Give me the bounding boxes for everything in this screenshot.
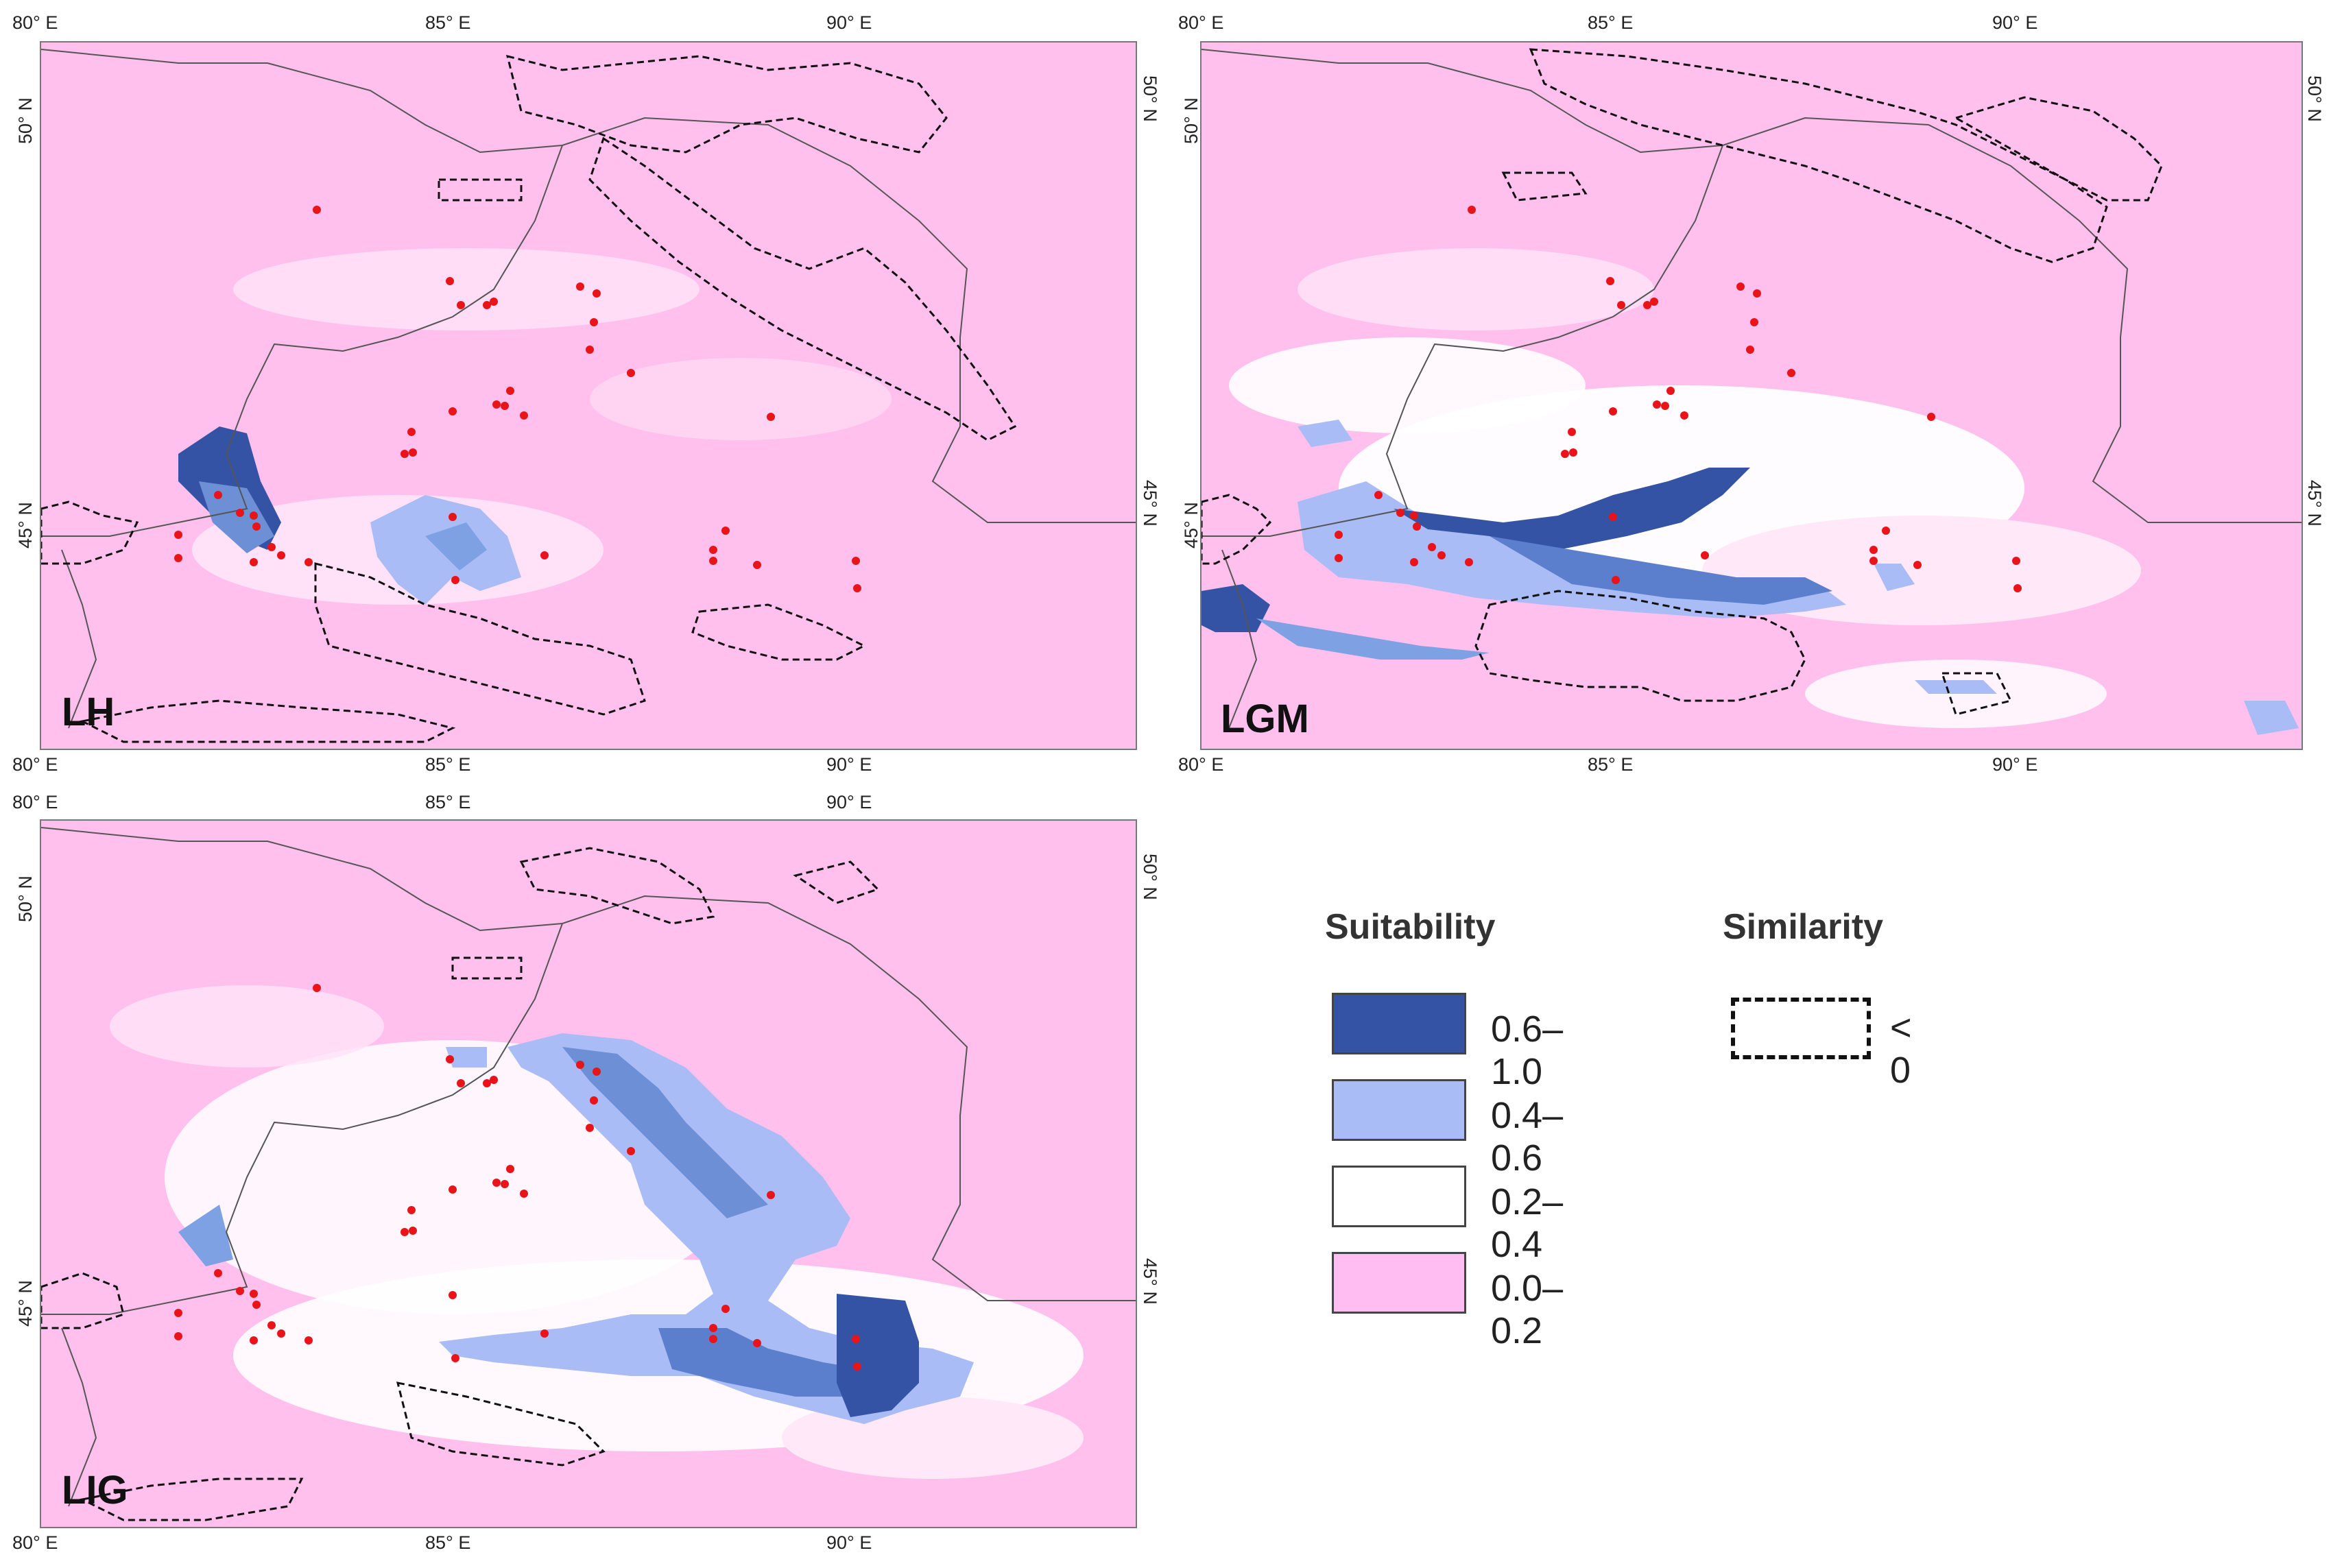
lat-tick-50: 50° N <box>15 876 36 922</box>
suitable-area <box>199 481 274 553</box>
suitable-area <box>1874 564 1915 591</box>
lat-tick-45: 45° N <box>15 502 36 548</box>
lat-tick-45-right: 45° N <box>2304 480 2325 527</box>
lon-tick-80: 80° E <box>12 792 58 812</box>
legend-similarity-label: < 0 <box>1890 1007 1912 1091</box>
lon-tick-85-bottom: 85° E <box>425 754 471 775</box>
suitable-area <box>425 522 487 570</box>
lon-tick-85-bottom: 85° E <box>1588 754 1634 775</box>
suitable-area <box>1202 584 1270 632</box>
lon-tick-90-bottom: 90° E <box>826 1532 872 1553</box>
lat-tick-50-right: 50° N <box>2304 75 2325 122</box>
lon-tick-85: 85° E <box>425 792 471 812</box>
country-border <box>1202 49 2302 523</box>
map-lig-canvas <box>41 821 1136 1527</box>
legend-similarity-title: Similarity <box>1723 907 1884 947</box>
country-border <box>41 923 563 1315</box>
lon-tick-85: 85° E <box>1588 12 1634 33</box>
suitable-area <box>2244 701 2299 735</box>
legend-swatch-low <box>1332 1252 1466 1314</box>
legend-label-mid-low: 0.2–0.4 <box>1491 1181 1564 1265</box>
lon-tick-80: 80° E <box>12 12 58 33</box>
lon-tick-90-bottom: 90° E <box>1992 754 2038 775</box>
suitable-area <box>1298 481 1846 618</box>
panel-label-lig: LIG <box>62 1468 128 1512</box>
map-lgm-canvas <box>1202 43 2302 749</box>
panel-label-lgm: LGM <box>1221 697 1309 741</box>
lat-tick-45: 45° N <box>1181 502 1202 548</box>
country-border <box>1202 145 1723 537</box>
map-lh-canvas <box>41 43 1136 749</box>
lat-tick-50-right: 50° N <box>1140 75 1160 122</box>
legend-suitability-title: Suitability <box>1325 907 1496 947</box>
country-border <box>41 827 1136 1301</box>
suitable-area <box>562 1047 768 1218</box>
lon-tick-90-bottom: 90° E <box>826 754 872 775</box>
country-border <box>41 49 1136 523</box>
lat-tick-50: 50° N <box>15 97 36 144</box>
country-border <box>41 145 563 537</box>
lat-tick-50: 50° N <box>1181 97 1202 144</box>
lat-tick-45-right: 45° N <box>1140 480 1160 527</box>
country-border <box>1221 549 1258 729</box>
lon-tick-80-bottom: 80° E <box>12 1532 58 1553</box>
legend-label-low: 0.0–0.2 <box>1491 1268 1564 1351</box>
legend-label-high: 0.6–1.0 <box>1491 1009 1564 1092</box>
suitable-area <box>178 1205 233 1266</box>
legend-similarity-dashed-box <box>1731 998 1871 1059</box>
suitable-area <box>1490 536 1832 605</box>
lon-tick-90: 90° E <box>1992 12 2038 33</box>
suitable-area <box>837 1294 919 1417</box>
country-border <box>61 1327 97 1507</box>
map-lig <box>40 819 1137 1528</box>
country-border <box>61 549 97 729</box>
occurrence-points <box>174 984 861 1371</box>
legend-swatch-mid-low <box>1332 1166 1466 1227</box>
legend-swatch-mid-high <box>1332 1079 1466 1141</box>
lat-tick-50-right: 50° N <box>1140 854 1160 900</box>
suitable-area <box>439 1033 974 1424</box>
legend-swatch-high <box>1332 993 1466 1054</box>
suitable-area <box>658 1328 864 1397</box>
lon-tick-85: 85° E <box>425 12 471 33</box>
lat-tick-45-right: 45° N <box>1140 1258 1160 1305</box>
lon-tick-85-bottom: 85° E <box>425 1532 471 1553</box>
suitable-area <box>1394 468 1750 550</box>
occurrence-points <box>1335 206 2022 592</box>
suitable-area <box>1915 680 1997 694</box>
lon-tick-80-bottom: 80° E <box>1178 754 1224 775</box>
map-lh <box>40 41 1137 750</box>
occurrence-points <box>174 206 861 592</box>
lon-tick-90: 90° E <box>826 792 872 812</box>
suitable-area <box>446 1047 487 1068</box>
panel-label-lh: LH <box>62 690 115 734</box>
lat-tick-45: 45° N <box>15 1280 36 1327</box>
map-lgm <box>1200 41 2303 750</box>
suitable-area <box>1298 420 1352 447</box>
lon-tick-80-bottom: 80° E <box>12 754 58 775</box>
lon-tick-90: 90° E <box>826 12 872 33</box>
suitable-area <box>1256 618 1490 660</box>
legend-label-mid-high: 0.4–0.6 <box>1491 1095 1564 1179</box>
lon-tick-80: 80° E <box>1178 12 1224 33</box>
